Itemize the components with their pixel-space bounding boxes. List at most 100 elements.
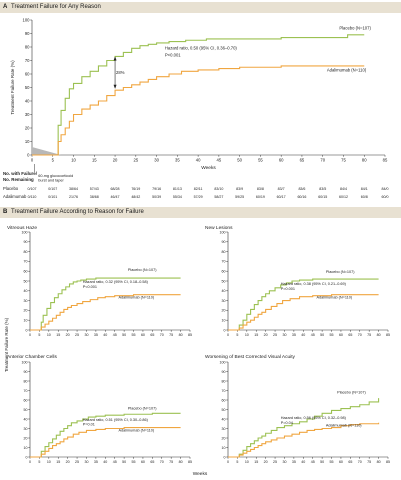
- panel-a-x-tick-label: 15: [92, 158, 97, 163]
- panel-b-1-y-tick-label: 10: [24, 318, 28, 322]
- panel-b-4-placebo-label: Placebo (N=107): [337, 390, 366, 394]
- panel-b-2-y-tick-label: 60: [222, 269, 226, 273]
- panel-a-adalimumab-line: [32, 65, 365, 156]
- risk-table-header-2: No. Remaining: [3, 177, 34, 182]
- panel-b-1-adalimumab-label: Adalimumab (N=110): [118, 296, 154, 300]
- panel-b-2-y-tick-label: 100: [220, 230, 226, 234]
- panel-b-2-x-tick-label: 80: [377, 333, 381, 337]
- risk-cell: 60/16: [297, 195, 306, 199]
- panel-b-1-x-tick-label: 35: [94, 333, 98, 337]
- panel-b-3-x-tick-label: 60: [141, 460, 145, 464]
- panel-b-2-x-tick-label: 30: [282, 333, 286, 337]
- panel-b-3-x-tick-label: 0: [29, 460, 31, 464]
- panel-b-3-x-tick-label: 10: [47, 460, 51, 464]
- panel-a-x-tick-label: 10: [71, 158, 76, 163]
- panel-b-4-x-tick-label: 85: [386, 460, 390, 464]
- panel-b-1-y-tick-label: 70: [24, 260, 28, 264]
- panel-b-1-x-tick-label: 65: [150, 333, 154, 337]
- panel-a-x-tick-label: 25: [133, 158, 138, 163]
- risk-cell: 38/68: [90, 195, 99, 199]
- panel-b-2-x-tick-label: 75: [367, 333, 371, 337]
- panel-b-3-x-tick-label: 5: [38, 460, 40, 464]
- panel-a-adalimumab-label: Adalimumab (N=110): [327, 67, 367, 72]
- panel-b-3-y-tick-label: 100: [22, 360, 28, 364]
- panel-b-4-adalimumab-label: Adalimumab (N=110): [326, 424, 362, 428]
- panel-a-x-tick-label: 70: [320, 158, 325, 163]
- panel-b-1-x-tick-label: 20: [66, 333, 70, 337]
- panel-a-y-tick-label: 40: [25, 98, 30, 103]
- panel-b-2-x-tick-label: 20: [264, 333, 268, 337]
- panel-b-4-title: Worsening of Best Corrected Visual Acuit…: [205, 354, 296, 360]
- panel-b-3-x-tick-label: 80: [179, 460, 183, 464]
- panel-b-letter: B: [3, 209, 8, 215]
- panel-a-arrowhead-down: [113, 84, 117, 89]
- panel-b-4-y-tick-label: 30: [222, 427, 226, 431]
- panel-b-4-y-tick-label: 10: [222, 446, 226, 450]
- panel-a-title: Treatment Failure for Any Reason: [11, 4, 101, 10]
- panel-b-1-y-tick-label: 0: [26, 328, 28, 332]
- panel-b-4-placebo-line: [228, 398, 380, 458]
- panel-a-x-tick-label: 75: [341, 158, 346, 163]
- panel-b-1-x-tick-label: 25: [75, 333, 79, 337]
- panel-a-y-tick-label: 100: [23, 17, 31, 22]
- panel-b-4-y-tick-label: 20: [222, 436, 226, 440]
- panel-b-3-y-tick-label: 20: [24, 436, 28, 440]
- panel-b-3-adalimumab-label: Adalimumab (N=110): [118, 428, 154, 432]
- panel-a-x-tick-label: 0: [31, 158, 34, 163]
- panel-b-4-x-tick-label: 75: [367, 460, 371, 464]
- panel-b-3-x-tick-label: 70: [160, 460, 164, 464]
- risk-cell: 81/13: [173, 187, 182, 191]
- panel-b-3-y-tick-label: 90: [24, 370, 28, 374]
- panel-b-2-x-tick-label: 0: [227, 333, 229, 337]
- panel-b-3-x-tick-label: 85: [188, 460, 192, 464]
- panel-b-4-p-value: P=0.04: [281, 421, 293, 425]
- risk-cell: 79/16: [152, 187, 161, 191]
- risk-row-label: Adalimumab: [3, 194, 27, 199]
- panel-b-4-x-tick-label: 80: [377, 460, 381, 464]
- panel-b-3-y-tick-label: 60: [24, 398, 28, 402]
- risk-cell: 57/29: [194, 195, 203, 199]
- panel-a-x-label: Weeks: [201, 165, 216, 171]
- panel-b-4-y-tick-label: 90: [222, 370, 226, 374]
- panel-b-2-x-tick-label: 45: [311, 333, 315, 337]
- panel-a-taper-note-2: burst and taper: [38, 179, 64, 183]
- panel-b-1-placebo-label: Placebo (N=107): [128, 268, 157, 272]
- panel-b-3-x-tick-label: 15: [56, 460, 60, 464]
- panel-a-x-tick-label: 50: [237, 158, 242, 163]
- panel-b-2-x-tick-label: 55: [330, 333, 334, 337]
- panel-b-1-y-tick-label: 40: [24, 289, 28, 293]
- panel-b-1-y-tick-label: 100: [22, 230, 28, 234]
- risk-cell: 0/107: [48, 187, 57, 191]
- panel-b-2-y-tick-label: 80: [222, 250, 226, 254]
- panel-b-4-x-tick-label: 25: [273, 460, 277, 464]
- panel-b-1-x-tick-label: 60: [141, 333, 145, 337]
- risk-cell: 83/6: [298, 187, 305, 191]
- panel-b-2-x-tick-label: 35: [292, 333, 296, 337]
- panel-b-1-y-tick-label: 20: [24, 309, 28, 313]
- panel-a-placebo-line: [32, 34, 365, 156]
- panel-b-4-y-tick-label: 70: [222, 389, 226, 393]
- panel-b-y-label: Treatment Failure Rate (%): [4, 317, 9, 372]
- risk-cell: 84/1: [361, 187, 368, 191]
- risk-cell: 60/12: [339, 195, 348, 199]
- panel-b-1-title: Vitreous Haze: [7, 225, 37, 231]
- panel-b-4-y-tick-label: 100: [220, 360, 226, 364]
- panel-b-x-label: Weeks: [193, 471, 208, 477]
- panel-b-3-y-tick-label: 50: [24, 408, 28, 412]
- panel-b-2-x-tick-label: 15: [254, 333, 258, 337]
- risk-cell: 84/4: [340, 187, 347, 191]
- panel-b-4-x-tick-label: 20: [264, 460, 268, 464]
- panel-a-header: A Treatment Failure for Any Reason: [0, 2, 401, 13]
- risk-cell: 59/25: [235, 195, 244, 199]
- panel-b-2-x-tick-label: 50: [320, 333, 324, 337]
- panel-b-1-x-tick-label: 80: [179, 333, 183, 337]
- panel-b-1-x-tick-label: 55: [132, 333, 136, 337]
- panel-b-4-x-tick-label: 0: [227, 460, 229, 464]
- risk-cell: 60/19: [256, 195, 265, 199]
- panel-a-x-tick-label: 40: [196, 158, 201, 163]
- panel-b-2-title: New Lesions: [205, 225, 233, 231]
- panel-b-3-x-tick-label: 25: [75, 460, 79, 464]
- panel-b-1-y-tick-label: 30: [24, 299, 28, 303]
- panel-b-3-x-tick-label: 50: [122, 460, 126, 464]
